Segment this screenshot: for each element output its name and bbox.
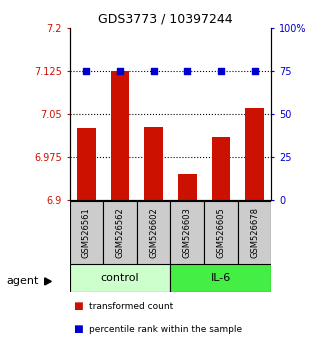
Text: GSM526602: GSM526602 — [149, 207, 158, 258]
Text: GSM526605: GSM526605 — [216, 207, 225, 258]
Bar — [111, 71, 129, 200]
Bar — [204, 201, 238, 264]
Bar — [212, 137, 230, 200]
Text: GSM526678: GSM526678 — [250, 207, 259, 258]
Text: GDS3773 / 10397244: GDS3773 / 10397244 — [98, 12, 233, 25]
Bar — [238, 201, 271, 264]
Point — [252, 68, 257, 74]
Text: ■: ■ — [73, 301, 82, 311]
Text: IL-6: IL-6 — [211, 273, 231, 283]
Text: agent: agent — [7, 276, 39, 286]
Text: GSM526561: GSM526561 — [82, 207, 91, 258]
Text: GSM526603: GSM526603 — [183, 207, 192, 258]
Bar — [70, 264, 170, 292]
Bar — [178, 174, 197, 200]
Point — [151, 68, 156, 74]
Text: transformed count: transformed count — [89, 302, 174, 311]
Point — [185, 68, 190, 74]
Polygon shape — [45, 278, 51, 285]
Bar — [137, 201, 170, 264]
Text: control: control — [101, 273, 139, 283]
Text: ■: ■ — [73, 324, 82, 334]
Bar — [70, 201, 103, 264]
Point — [84, 68, 89, 74]
Point — [218, 68, 223, 74]
Bar — [245, 108, 264, 200]
Bar — [170, 201, 204, 264]
Point — [117, 68, 122, 74]
Bar — [103, 201, 137, 264]
Bar — [170, 264, 271, 292]
Bar — [77, 129, 96, 200]
Text: GSM526562: GSM526562 — [116, 207, 124, 258]
Bar — [144, 127, 163, 200]
Text: percentile rank within the sample: percentile rank within the sample — [89, 325, 243, 334]
